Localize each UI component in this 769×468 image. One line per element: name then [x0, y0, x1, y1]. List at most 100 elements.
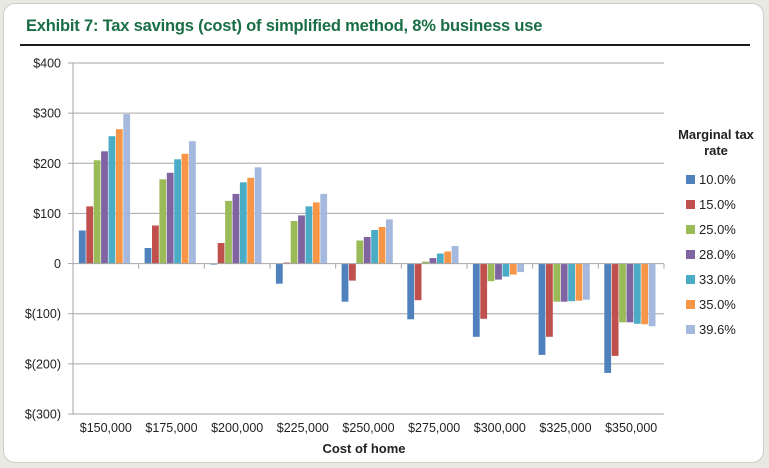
- bar-175000-33.0pct: [174, 159, 181, 264]
- y-tick-label: 0: [54, 257, 61, 271]
- bar-225000-39.6pct: [320, 193, 328, 264]
- bar-150000-15.0pct: [86, 206, 94, 264]
- bar-150000-39.6pct: [123, 114, 131, 264]
- y-tick-label: $(300): [25, 408, 61, 422]
- bar-275000-35.0pct: [444, 251, 452, 264]
- legend-swatch-icon: [686, 325, 695, 334]
- legend-swatch-icon: [686, 300, 695, 309]
- x-axis-label: Cost of home: [322, 441, 405, 456]
- bar-200000-25.0pct: [225, 200, 232, 264]
- bar-150000-10.0pct: [78, 230, 86, 264]
- bar-150000-25.0pct: [93, 160, 101, 264]
- bar-200000-39.6pct: [254, 167, 262, 264]
- legend-item: 25.0%: [686, 217, 756, 242]
- x-tick-label: $150,000: [80, 421, 132, 435]
- bar-150000-33.0pct: [108, 136, 116, 264]
- bar-325000-39.6pct: [583, 263, 590, 300]
- y-tick-label: $100: [33, 207, 61, 221]
- bar-250000-10.0pct: [341, 263, 349, 302]
- bar-250000-39.6pct: [386, 219, 393, 264]
- bar-175000-15.0pct: [152, 225, 159, 264]
- bar-250000-25.0pct: [356, 240, 364, 264]
- bar-350000-33.0pct: [633, 263, 641, 324]
- x-tick-label: $275,000: [408, 421, 460, 435]
- legend: Marginal tax rate 10.0% 15.0% 25.0% 28.0% 33…: [676, 127, 756, 342]
- bar-300000-10.0pct: [472, 263, 480, 337]
- bar-325000-10.0pct: [538, 263, 546, 355]
- bar-350000-28.0pct: [626, 263, 634, 323]
- x-tick-label: $300,000: [474, 421, 526, 435]
- bar-275000-15.0pct: [414, 263, 422, 301]
- bar-300000-33.0pct: [502, 263, 510, 277]
- chart-title: Exhibit 7: Tax savings (cost) of simplif…: [26, 17, 543, 35]
- bar-225000-33.0pct: [305, 206, 313, 264]
- bar-350000-10.0pct: [604, 263, 612, 373]
- legend-item: 10.0%: [686, 167, 756, 192]
- bar-150000-35.0pct: [115, 129, 123, 264]
- bar-350000-35.0pct: [641, 263, 649, 325]
- legend-swatch-icon: [686, 200, 695, 209]
- legend-item: 28.0%: [686, 242, 756, 267]
- legend-swatch-icon: [686, 175, 695, 184]
- bar-300000-25.0pct: [487, 263, 495, 282]
- y-axis-ticks: $400 $300 $200 $100 0 $(100) $(200) $(300): [25, 57, 73, 422]
- title-divider: [20, 44, 750, 46]
- bar-325000-15.0pct: [546, 263, 553, 337]
- bar-300000-39.6pct: [517, 263, 525, 273]
- bar-275000-28.0pct: [429, 258, 437, 264]
- y-tick-label: $300: [33, 107, 61, 121]
- x-tick-label: $250,000: [342, 421, 394, 435]
- legend-label: 33.0%: [699, 272, 736, 287]
- legend-swatch-icon: [686, 225, 695, 234]
- bar-series: [78, 114, 656, 373]
- bar-250000-33.0pct: [371, 230, 378, 264]
- bar-300000-15.0pct: [480, 263, 488, 319]
- bar-350000-39.6pct: [648, 263, 656, 327]
- x-tick-label: $225,000: [277, 421, 329, 435]
- bar-175000-39.6pct: [189, 141, 196, 264]
- legend-item: 39.6%: [686, 317, 756, 342]
- bar-225000-28.0pct: [298, 215, 305, 264]
- legend-swatch-icon: [686, 275, 695, 284]
- bar-200000-33.0pct: [239, 182, 247, 264]
- legend-item: 35.0%: [686, 292, 756, 317]
- legend-label: 35.0%: [699, 297, 736, 312]
- y-tick-label: $(100): [25, 307, 61, 321]
- bar-350000-25.0pct: [619, 263, 626, 323]
- axes: [72, 63, 664, 415]
- legend-label: 10.0%: [699, 172, 736, 187]
- bar-200000-15.0pct: [217, 243, 225, 264]
- bar-275000-33.0pct: [436, 253, 444, 264]
- legend-title: Marginal tax rate: [678, 127, 754, 158]
- y-tick-label: $(200): [25, 357, 61, 371]
- bar-325000-25.0pct: [553, 263, 561, 302]
- legend-swatch-icon: [686, 250, 695, 259]
- bar-300000-28.0pct: [495, 263, 502, 280]
- bar-350000-15.0pct: [611, 263, 619, 356]
- bar-275000-10.0pct: [407, 263, 415, 320]
- x-axis-ticks: $150,000 $175,000 $200,000 $225,000 $250,000…: [72, 263, 665, 435]
- bar-250000-28.0pct: [363, 237, 371, 264]
- bar-200000-35.0pct: [247, 177, 255, 264]
- bar-175000-10.0pct: [144, 248, 152, 264]
- bar-200000-10.0pct: [210, 263, 218, 265]
- bar-250000-35.0pct: [378, 227, 386, 264]
- y-tick-label: $400: [33, 57, 61, 71]
- x-tick-label: $350,000: [605, 421, 657, 435]
- bar-325000-28.0pct: [560, 263, 568, 302]
- x-tick-label: $325,000: [539, 421, 591, 435]
- x-tick-label: $200,000: [211, 421, 263, 435]
- bar-225000-35.0pct: [312, 202, 320, 264]
- bar-300000-35.0pct: [509, 263, 517, 275]
- bar-275000-25.0pct: [422, 261, 429, 264]
- bar-225000-25.0pct: [290, 221, 298, 264]
- bar-150000-28.0pct: [101, 151, 108, 264]
- bar-225000-10.0pct: [275, 263, 283, 284]
- legend-items: 10.0% 15.0% 25.0% 28.0% 33.0% 35.0% 39.6%: [676, 167, 756, 342]
- bar-175000-35.0pct: [181, 153, 189, 264]
- bar-250000-15.0pct: [349, 263, 356, 281]
- bar-175000-25.0pct: [159, 179, 167, 264]
- legend-label: 15.0%: [699, 197, 736, 212]
- bar-175000-28.0pct: [166, 172, 174, 264]
